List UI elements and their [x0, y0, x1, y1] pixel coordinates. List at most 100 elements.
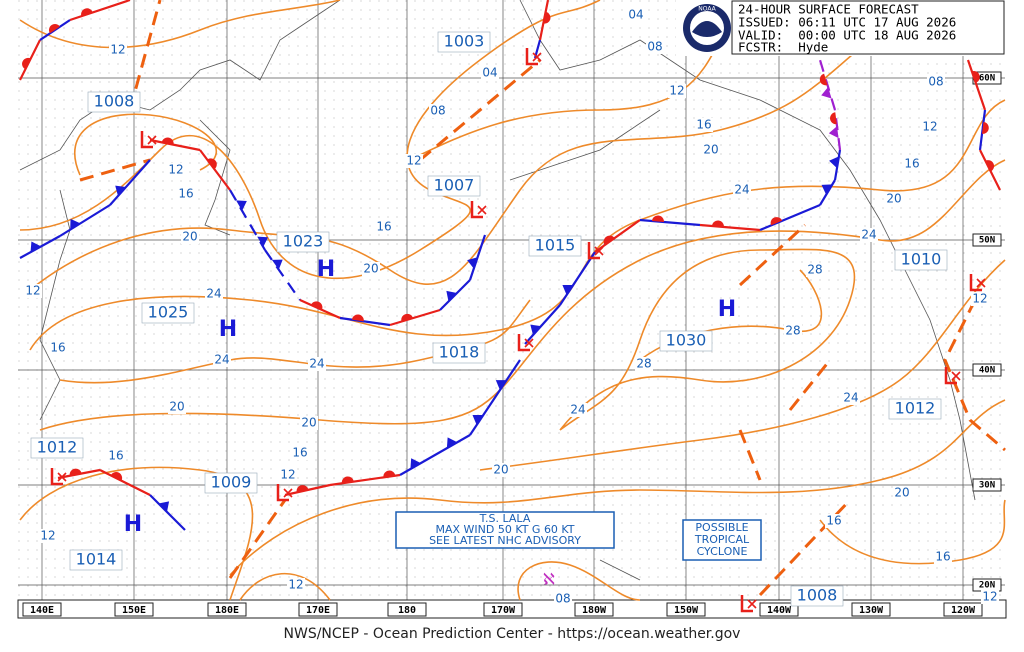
pressure-box: [30, 437, 84, 459]
storm-note-line: MAX WIND 50 KT G 60 KT: [435, 523, 574, 536]
tropical-note: POSSIBLE TROPICAL CYCLONE: [682, 519, 762, 561]
isobar-label-bg: [695, 118, 713, 132]
isobar-label: 20: [886, 192, 901, 206]
low-icon-x: [477, 205, 487, 215]
footer: NWS/NCEP - Ocean Prediction Center - htt…: [284, 626, 741, 642]
front-symbol: [310, 301, 323, 310]
noaa-gull: [692, 21, 722, 37]
isobar-label: 20: [169, 400, 184, 414]
front-line: [99, 469, 151, 496]
isobar-label-bg: [308, 357, 326, 371]
front-symbol: [207, 158, 217, 170]
storm-symbol: ℵ: [543, 570, 555, 589]
graticule: 140E 150E 180E 170E 180 170W 180W 150W 140W 130W 1…: [17, 0, 1007, 619]
low-icon: [50, 468, 63, 486]
isobar-label: 04: [482, 66, 497, 80]
front-line: [149, 138, 201, 152]
front-symbol: [530, 324, 542, 336]
isobar-label: 16: [292, 446, 307, 460]
front-line: [149, 494, 186, 531]
lon-label-box: [943, 602, 983, 617]
front-line: [19, 235, 61, 259]
front-symbol: [271, 259, 283, 270]
isobar-label: 16: [696, 118, 711, 132]
storm-note-line: T.S. LALA: [479, 512, 531, 525]
lon-label: 140W: [767, 605, 792, 616]
front-line: [978, 109, 987, 151]
header-line: VALID: 00:00 UTC 18 AUG 2026: [738, 28, 956, 43]
front-symbol: [829, 156, 839, 169]
isobar: [239, 572, 331, 601]
isobar-label-bg: [24, 284, 42, 298]
high-symbol: H: [317, 257, 335, 282]
pressure-box: [437, 31, 491, 53]
hawaii: [599, 559, 641, 581]
front-line: [818, 59, 837, 111]
header-frame: [731, 0, 1005, 55]
pressure-label: 1003: [444, 32, 485, 51]
isobar-label-bg: [49, 341, 67, 355]
isobar-label: 08: [430, 104, 445, 118]
front-symbol: [351, 314, 364, 322]
storm-note: T.S. LALA MAX WIND 50 KT G 60 KT SEE LAT…: [395, 511, 615, 549]
front-symbol: [22, 57, 31, 70]
front-symbol: [472, 415, 484, 426]
front-symbol: [401, 313, 413, 322]
isobar-label-bg: [362, 262, 380, 276]
low-icon: [517, 334, 530, 352]
low-icon: [140, 131, 153, 149]
isobar-label: 24: [214, 353, 229, 367]
isobar-label: 12: [288, 578, 303, 592]
lon-label-box: [574, 602, 614, 617]
isobar-label-bg: [971, 292, 989, 306]
pressure-label: 1009: [211, 473, 252, 492]
pressure-box: [659, 330, 713, 352]
isobar-label-bg: [903, 157, 921, 171]
low-icon: [525, 48, 538, 66]
isobar-label: 24: [206, 287, 221, 301]
front-line: [264, 249, 301, 301]
isobar-label-bg: [842, 391, 860, 405]
pressure-label: 1010: [901, 250, 942, 269]
isobar: [19, 466, 254, 601]
isobar-label: 12: [972, 292, 987, 306]
trough: [228, 499, 287, 579]
lon-label-box: [759, 602, 799, 617]
pressure-box: [87, 91, 141, 113]
isobar: [559, 248, 856, 431]
front-symbol: [48, 24, 60, 34]
fronts: [19, 0, 1001, 531]
pressure-label: 1030: [666, 331, 707, 350]
isobar-label: 12: [406, 154, 421, 168]
isobar-label-bg: [885, 192, 903, 206]
pressure-label: 1025: [148, 303, 189, 322]
isobar-label-bg: [107, 449, 125, 463]
isobar-label: 28: [636, 357, 651, 371]
front-symbol: [651, 215, 664, 222]
front-symbol: [30, 241, 42, 253]
front-line: [59, 204, 111, 237]
front-line: [833, 149, 842, 181]
front-line: [109, 159, 151, 206]
low-icon-x: [147, 135, 157, 145]
tropical-note-line: CYCLONE: [697, 545, 748, 558]
isobar-label: 20: [182, 230, 197, 244]
front-symbol: [985, 160, 995, 172]
front-symbol: [971, 71, 980, 83]
isobar: [59, 299, 531, 384]
isobar-label: 08: [928, 75, 943, 89]
isobar-label-bg: [934, 550, 952, 564]
front-line: [524, 304, 561, 345]
trough: [419, 58, 541, 162]
isobar-label: 08: [647, 40, 662, 54]
low-icon-x: [532, 52, 542, 62]
front-line: [469, 359, 521, 436]
isobar-label-bg: [668, 84, 686, 98]
low-icon-x: [524, 338, 534, 348]
isobar-label-bg: [702, 143, 720, 157]
isobar-label: 20: [301, 416, 316, 430]
front-line: [699, 223, 761, 232]
storm-note-line: SEE LATEST NHC ADVISORY: [429, 534, 581, 547]
lat-label: 20N: [979, 581, 995, 591]
isobar-label: 12: [669, 84, 684, 98]
